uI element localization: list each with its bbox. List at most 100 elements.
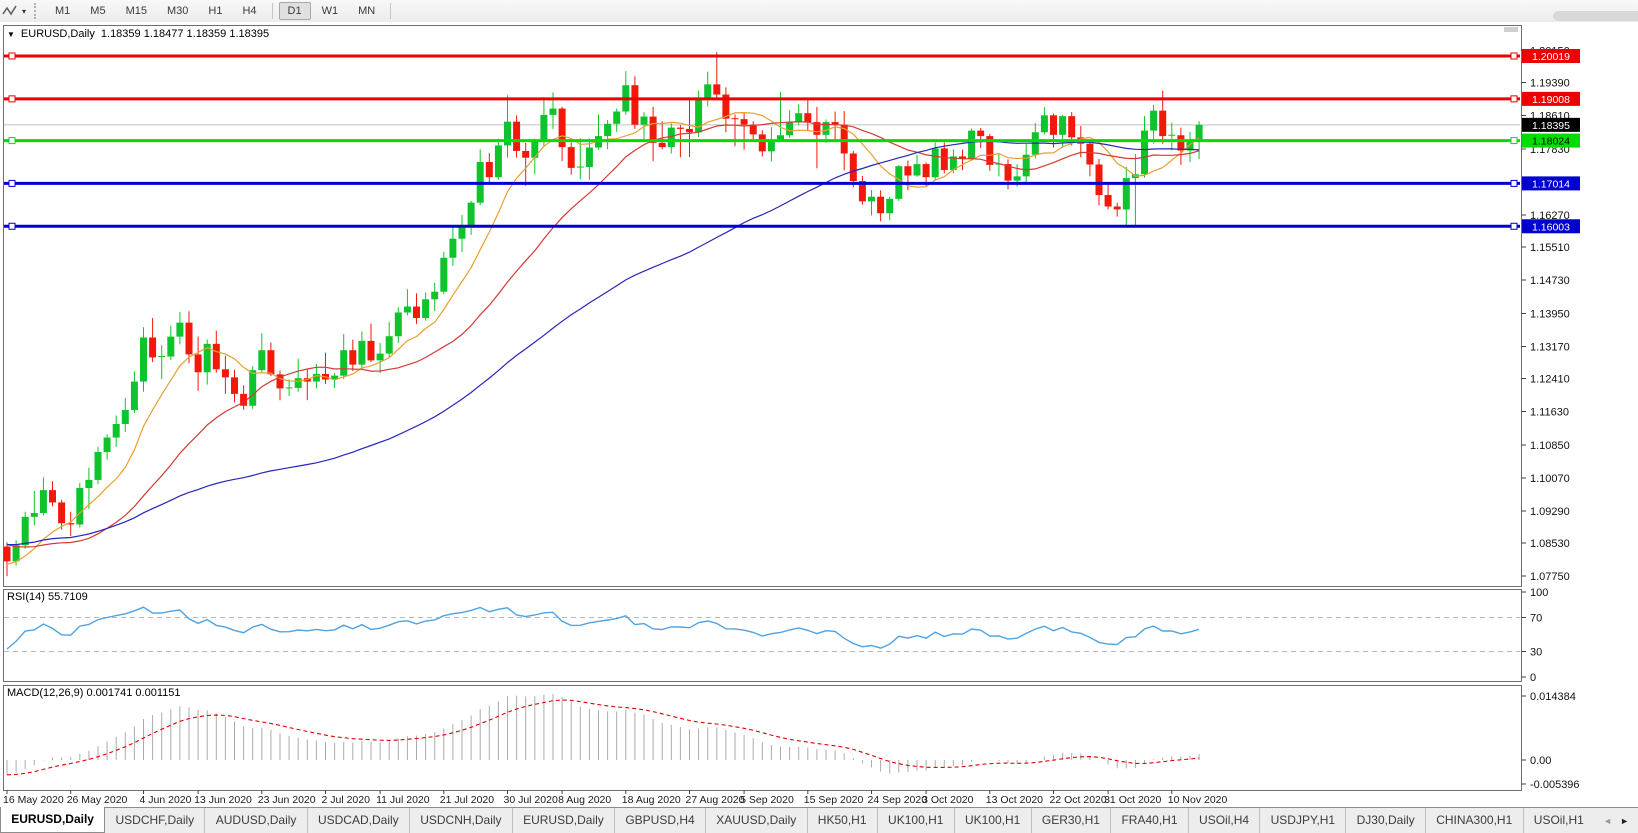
price-axis-badges: 1.20019 1.19008 1.18024 1.17014 1.16003 1.183…: [1522, 48, 1580, 234]
svg-text:1.19390: 1.19390: [1530, 78, 1570, 90]
svg-text:70: 70: [1530, 613, 1542, 625]
tab-audusd-daily[interactable]: AUDUSD,Daily: [204, 808, 306, 833]
tab-scroll-controls: ◄ ►: [1594, 808, 1638, 833]
badge-support-3: 1.16003: [1522, 219, 1580, 234]
price-axis: 1.201501.193901.186101.178301.170501.162…: [1521, 45, 1580, 791]
date-axis: 16 May 2020 26 May 2020 4 Jun 2020 13 Jun 2…: [3, 790, 1228, 806]
svg-text:1.16003: 1.16003: [1532, 221, 1570, 233]
price-pane: [3, 25, 1522, 587]
svg-text:31 Oct 2020: 31 Oct 2020: [1104, 794, 1161, 806]
tab-usdjpy-h1[interactable]: USDJPY,H1: [1259, 808, 1345, 833]
svg-text:5 Sep 2020: 5 Sep 2020: [740, 794, 794, 806]
timeframe-m30[interactable]: M30: [166, 5, 189, 17]
svg-text:1.11630: 1.11630: [1530, 407, 1569, 419]
tab-xauusd-daily[interactable]: XAUUSD,Daily: [704, 808, 807, 833]
svg-text:4 Jun 2020: 4 Jun 2020: [140, 794, 192, 806]
tab-gbpusd-h4[interactable]: GBPUSD,H4: [614, 808, 705, 833]
badge-current-price: 1.18395: [1522, 117, 1580, 132]
svg-text:100: 100: [1530, 587, 1548, 599]
tab-usoil-h4[interactable]: USOil,H4: [1187, 808, 1260, 833]
chart-tabs-bar: EURUSD,Daily USDCHF,Daily AUDUSD,Daily U…: [0, 807, 1638, 833]
tab-hk50-h1[interactable]: HK50,H1: [806, 808, 877, 833]
badge-support-1: 1.18024: [1522, 133, 1580, 148]
tab-scroll-left-icon[interactable]: ◄: [1603, 815, 1613, 826]
tab-uk100-h1-1[interactable]: UK100,H1: [876, 808, 954, 833]
hline-resistance-2[interactable]: [4, 95, 1520, 103]
tab-uk100-h1-2[interactable]: UK100,H1: [953, 808, 1031, 833]
timeframe-m15[interactable]: M15: [125, 5, 147, 17]
trading-chart[interactable]: 1.201501.193901.186101.178301.170501.162…: [0, 22, 1638, 807]
toolbar-grip[interactable]: [34, 3, 39, 19]
tab-dj30-daily[interactable]: DJ30,Daily: [1345, 808, 1425, 833]
timeframe-w1[interactable]: W1: [321, 5, 339, 17]
svg-text:1.20019: 1.20019: [1532, 51, 1570, 63]
timeframe-toolbar: ▾ M1 M5 M15 M30 H1 H4 D1 W1 MN: [0, 0, 1638, 23]
svg-text:30: 30: [1530, 647, 1542, 659]
svg-text:21 Jul 2020: 21 Jul 2020: [440, 794, 494, 806]
svg-text:23 Jun 2020: 23 Jun 2020: [258, 794, 316, 806]
svg-text:2 Jul 2020: 2 Jul 2020: [322, 794, 371, 806]
timeframe-m1[interactable]: M1: [55, 5, 71, 17]
ohlc-values: 1.18359 1.18477 1.18359 1.18395: [100, 28, 270, 40]
svg-text:0: 0: [1530, 672, 1536, 684]
macd-histogram: [6, 693, 1200, 776]
tab-eurusd-daily-1[interactable]: EURUSD,Daily: [0, 807, 106, 833]
rsi-line: [6, 606, 1200, 650]
tab-fra40-h1[interactable]: FRA40,H1: [1110, 808, 1188, 833]
chart-title: ▼ EURUSD,Daily 1.18359 1.18477 1.18359 1…: [7, 28, 269, 40]
hline-resistance-1[interactable]: [4, 52, 1520, 60]
hline-support-3[interactable]: [4, 222, 1520, 230]
tab-usoil-h1[interactable]: USOil,H1: [1522, 808, 1595, 833]
svg-text:8 Aug 2020: 8 Aug 2020: [558, 794, 611, 806]
svg-text:11 Jul 2020: 11 Jul 2020: [376, 794, 430, 806]
toolbar-separator: [390, 3, 392, 19]
tab-usdcad-daily[interactable]: USDCAD,Daily: [306, 808, 409, 833]
line-style-dropdown[interactable]: ▾: [0, 4, 30, 18]
tab-usdcnh-daily[interactable]: USDCNH,Daily: [408, 808, 512, 833]
rsi-indicator-label: RSI(14) 55.7109: [7, 591, 88, 603]
timeframe-mn[interactable]: MN: [358, 5, 376, 17]
toolbar-end-grip: [1553, 11, 1638, 21]
hline-support-1[interactable]: [4, 137, 1520, 145]
badge-support-2: 1.17014: [1522, 176, 1580, 191]
svg-text:3 Oct 2020: 3 Oct 2020: [922, 794, 974, 806]
svg-text:24 Sep 2020: 24 Sep 2020: [868, 794, 928, 806]
macd-signal-line: [6, 699, 1200, 776]
svg-text:15 Sep 2020: 15 Sep 2020: [804, 794, 864, 806]
svg-text:1.14730: 1.14730: [1530, 275, 1570, 287]
timeframe-h4[interactable]: H4: [242, 5, 257, 17]
svg-text:1.15510: 1.15510: [1530, 242, 1570, 254]
timeframe-d1[interactable]: D1: [278, 2, 311, 20]
rsi-pane-content: [4, 606, 1520, 652]
tab-eurusd-daily-2[interactable]: EURUSD,Daily: [511, 808, 614, 833]
svg-text:30 Jul 2020: 30 Jul 2020: [504, 794, 558, 806]
tab-ger30-h1[interactable]: GER30,H1: [1030, 808, 1111, 833]
svg-text:13 Jun 2020: 13 Jun 2020: [194, 794, 252, 806]
badge-resistance-2: 1.19008: [1522, 91, 1580, 106]
tab-scroll-right-icon[interactable]: ►: [1620, 815, 1630, 826]
svg-text:-0.005396: -0.005396: [1530, 779, 1580, 791]
timeframe-h1[interactable]: H1: [208, 5, 223, 17]
zigzag-line-icon: [2, 5, 17, 16]
svg-text:1.13170: 1.13170: [1530, 341, 1570, 353]
svg-text:1.10070: 1.10070: [1530, 473, 1570, 485]
timeframe-m5[interactable]: M5: [90, 5, 106, 17]
svg-text:1.13950: 1.13950: [1530, 308, 1570, 320]
svg-text:1.08530: 1.08530: [1530, 538, 1570, 550]
svg-text:22 Oct 2020: 22 Oct 2020: [1050, 794, 1107, 806]
hline-support-2[interactable]: [4, 179, 1520, 187]
collapse-caret-icon[interactable]: ▼: [7, 29, 15, 39]
chart-shift-marker: [1504, 27, 1518, 32]
svg-text:18 Aug 2020: 18 Aug 2020: [622, 794, 681, 806]
candles: [3, 52, 1203, 577]
svg-text:10 Nov 2020: 10 Nov 2020: [1168, 794, 1228, 806]
svg-text:1.09290: 1.09290: [1530, 506, 1570, 518]
chevron-down-icon: ▾: [22, 6, 27, 16]
svg-text:16 May 2020: 16 May 2020: [3, 794, 64, 806]
tab-usdchf-daily[interactable]: USDCHF,Daily: [115, 813, 195, 827]
svg-text:1.18024: 1.18024: [1532, 136, 1570, 148]
tab-china300-h1[interactable]: CHINA300,H1: [1424, 808, 1523, 833]
chart-window: 1.201501.193901.186101.178301.170501.162…: [0, 22, 1638, 807]
symbol-period-label: EURUSD,Daily: [20, 28, 95, 40]
